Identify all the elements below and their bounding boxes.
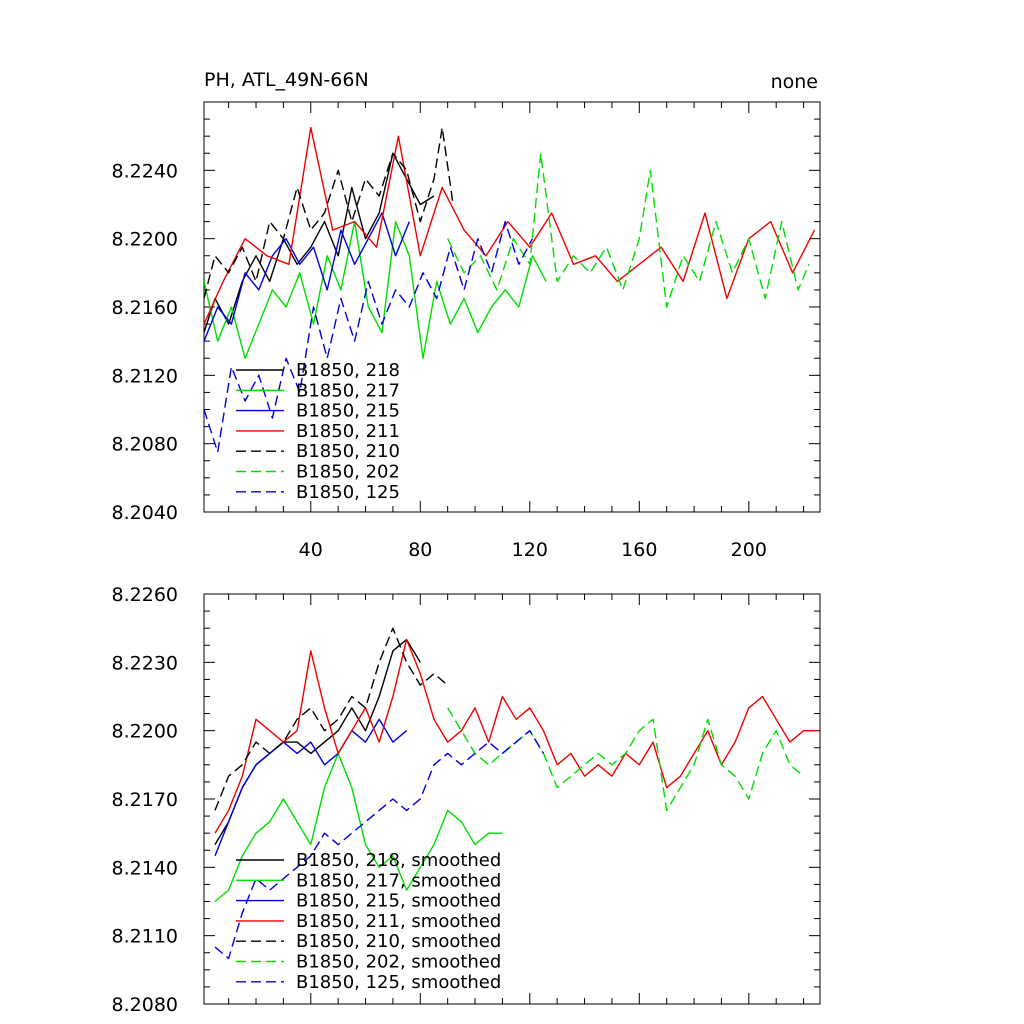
x-tick-label: 40 bbox=[299, 539, 323, 561]
y-tick-label: 8.2200 bbox=[112, 721, 178, 743]
legend-label: B1850, 215, smoothed bbox=[296, 891, 501, 912]
x-tick-label: 120 bbox=[512, 539, 548, 561]
legend-label: B1850, 211, smoothed bbox=[296, 911, 501, 932]
series-line bbox=[204, 220, 534, 453]
legend-label: B1850, 210 bbox=[296, 441, 400, 462]
series-line bbox=[214, 638, 818, 834]
series-group bbox=[204, 126, 816, 453]
y-tick-label: 8.2080 bbox=[112, 434, 178, 456]
legend-label: B1850, 202 bbox=[296, 462, 400, 483]
series-line bbox=[214, 730, 545, 960]
legend-label: B1850, 218 bbox=[296, 360, 400, 381]
y-tick-label: 8.2170 bbox=[112, 789, 178, 811]
series-line bbox=[204, 212, 410, 342]
x-tick-label: 200 bbox=[731, 539, 767, 561]
legend-label: B1850, 125, smoothed bbox=[296, 972, 501, 993]
legend-label: B1850, 217 bbox=[296, 380, 400, 401]
series-line bbox=[204, 220, 547, 359]
series-line bbox=[204, 126, 816, 325]
x-tick-label: 160 bbox=[621, 539, 657, 561]
chart-title: PH, ATL_49N-66N bbox=[204, 69, 369, 91]
series-line bbox=[447, 152, 810, 308]
y-tick-label: 8.2140 bbox=[112, 857, 178, 879]
legend-label: B1850, 211 bbox=[296, 421, 400, 442]
legend-label: B1850, 218, smoothed bbox=[296, 850, 501, 871]
legend-label: B1850, 125 bbox=[296, 482, 400, 503]
series-group bbox=[214, 627, 818, 960]
legend-label: B1850, 202, smoothed bbox=[296, 952, 501, 973]
y-tick-label: 8.2200 bbox=[112, 229, 178, 251]
series-line bbox=[214, 627, 449, 811]
panel-bottom: 8.2080 8.2110 8.2140 8.2170 8.2200 8.2230 8.22… bbox=[112, 584, 821, 1016]
y-tick-label: 8.2160 bbox=[112, 297, 178, 319]
x-tick-label: 80 bbox=[408, 539, 432, 561]
y-tick-label: 8.2230 bbox=[112, 652, 178, 674]
y-tick-label: 8.2040 bbox=[112, 502, 178, 524]
series-line bbox=[204, 152, 435, 333]
chart-title-right: none bbox=[771, 71, 818, 93]
y-tick-label: 8.2240 bbox=[112, 160, 178, 182]
y-tick-label: 8.2260 bbox=[112, 584, 178, 606]
y-tick-label: 8.2110 bbox=[112, 926, 178, 948]
panel-top: 8.2040 8.2080 8.2120 8.2160 8.2200 8.2240 40 80… bbox=[112, 69, 821, 561]
legend-label: B1850, 215 bbox=[296, 401, 400, 422]
series-line bbox=[447, 707, 805, 812]
legend-label: B1850, 210, smoothed bbox=[296, 931, 501, 952]
y-tick-label: 8.2080 bbox=[112, 994, 178, 1016]
series-line bbox=[214, 718, 408, 857]
series-line bbox=[214, 752, 503, 903]
y-tick-label: 8.2120 bbox=[112, 365, 178, 387]
legend-label: B1850, 217, smoothed bbox=[296, 870, 501, 891]
